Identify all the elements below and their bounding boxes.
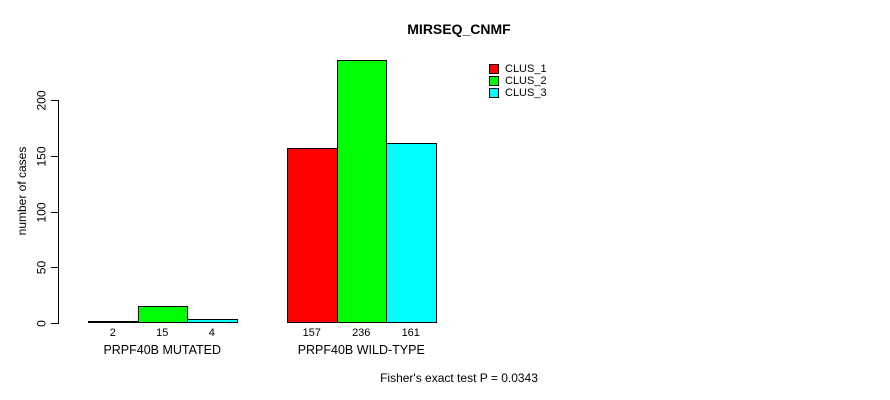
legend: CLUS_1 CLUS_2 CLUS_3 — [489, 63, 547, 99]
bar — [88, 320, 139, 323]
y-tick — [51, 211, 58, 213]
bar-value-label: 4 — [208, 327, 215, 339]
bar — [187, 318, 238, 323]
bar-value-label: 15 — [156, 327, 169, 339]
annotation-fisher-test: Fisher's exact test P = 0.0343 — [380, 371, 538, 385]
legend-item: CLUS_1 — [489, 63, 547, 75]
bar-value-label: 157 — [302, 327, 321, 339]
category-label: PRPF40B MUTATED — [103, 343, 222, 357]
y-tick-label: 200 — [34, 90, 49, 111]
legend-item: CLUS_2 — [489, 75, 547, 87]
bar — [137, 306, 188, 323]
legend-swatch — [489, 64, 499, 74]
bar-value-label: 236 — [352, 327, 371, 339]
bar — [336, 59, 387, 323]
legend-label: CLUS_3 — [505, 87, 547, 99]
category-label: PRPF40B WILD-TYPE — [297, 343, 425, 357]
bar-value-label: 161 — [401, 327, 420, 339]
chart-title: MIRSEQ_CNMF — [407, 21, 511, 37]
legend-swatch — [489, 76, 499, 86]
legend-swatch — [489, 88, 499, 98]
y-axis-line — [58, 100, 59, 324]
y-tick-label: 100 — [34, 201, 49, 223]
y-tick-label: 150 — [34, 146, 49, 167]
y-tick — [51, 100, 58, 101]
legend-label: CLUS_1 — [505, 63, 547, 75]
y-tick-label: 0 — [34, 320, 49, 327]
bar — [386, 143, 437, 323]
y-axis-label: number of cases — [15, 146, 29, 236]
legend-item: CLUS_3 — [489, 87, 547, 99]
legend-label: CLUS_2 — [505, 75, 547, 87]
y-tick-label: 50 — [34, 261, 49, 275]
bar — [287, 147, 338, 323]
y-tick — [51, 155, 58, 157]
y-tick — [51, 267, 58, 269]
bar-value-label: 2 — [109, 327, 116, 339]
y-tick — [51, 323, 58, 324]
